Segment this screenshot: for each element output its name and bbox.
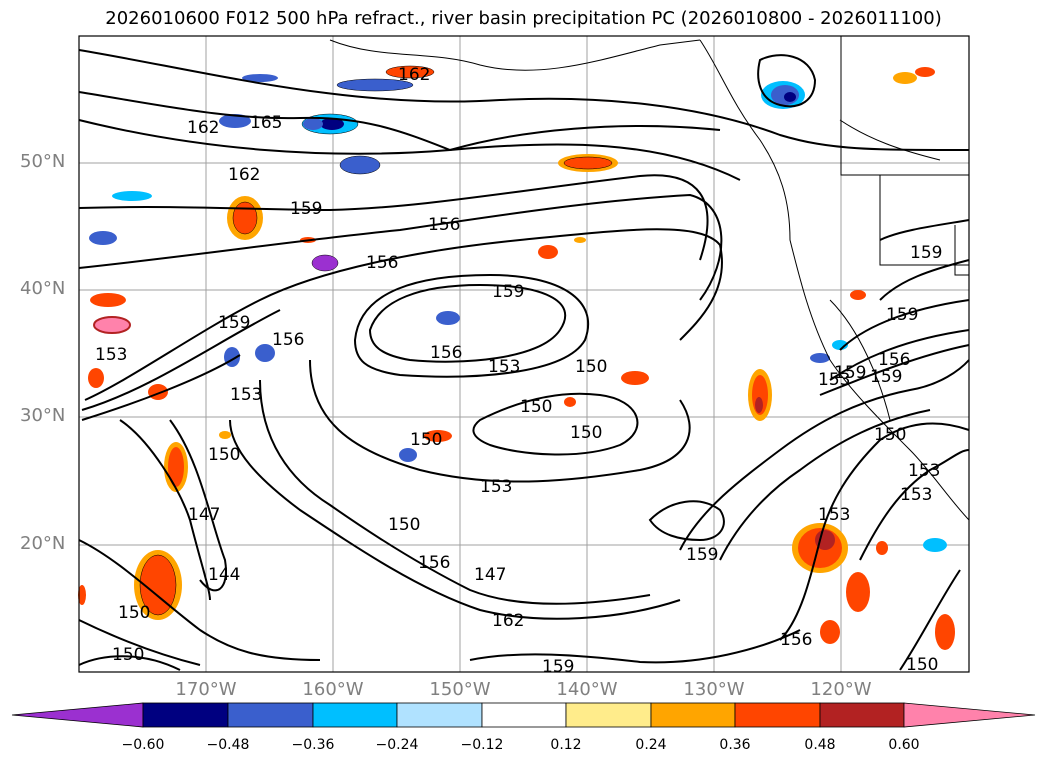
contour-label: 153: [908, 461, 940, 481]
colorbar-segment: [565, 702, 652, 728]
lon-label: 120°W: [810, 679, 872, 700]
contour-label: 156: [780, 630, 812, 650]
contour-label: 150: [874, 425, 906, 445]
contour-label: 162: [187, 118, 219, 138]
colorbar-segment: [312, 702, 398, 728]
contour-label: 153: [480, 477, 512, 497]
contour-label: 159: [870, 367, 902, 387]
chart-title: 2026010600 F012 500 hPa refract., river …: [105, 8, 942, 29]
colorbar-segment: [819, 702, 905, 728]
contour-label: 153: [230, 385, 262, 405]
contour-label: 153: [818, 370, 850, 390]
contour-label: 156: [366, 253, 398, 273]
colorbar-tick-label: 0.12: [550, 737, 582, 753]
colorbar-extend-high: [903, 702, 1036, 728]
contour-label: 144: [208, 565, 240, 585]
contour-label: 156: [272, 330, 304, 350]
contour-label: 165: [250, 113, 282, 133]
colorbar-extend-low: [11, 702, 144, 728]
colorbar-segment: [142, 702, 229, 728]
contour-label: 156: [418, 553, 450, 573]
contour-label: 150: [520, 397, 552, 417]
colorbar-tick-label: −0.60: [121, 737, 165, 753]
contour-label: 159: [542, 657, 574, 677]
contour-label: 159: [910, 243, 942, 263]
contour-label: 159: [218, 313, 250, 333]
lat-label: 20°N: [20, 533, 66, 554]
lon-label: 170°W: [175, 679, 237, 700]
contour-label: 150: [208, 445, 240, 465]
lon-label: 130°W: [683, 679, 745, 700]
contour-label: 159: [290, 199, 322, 219]
colorbar-tick-label: 0.36: [719, 737, 751, 753]
height-contours: [78, 49, 970, 671]
colorbar-tick-label: −0.12: [460, 737, 504, 753]
contour-label: 153: [95, 345, 127, 365]
colorbar: [11, 702, 1036, 728]
contour-label: 159: [886, 305, 918, 325]
contour-label: 150: [906, 655, 938, 675]
colorbar-tick-label: −0.36: [291, 737, 335, 753]
contour-label: 162: [492, 611, 524, 631]
contour-label: 159: [686, 545, 718, 565]
lat-label: 50°N: [20, 151, 66, 172]
contour-label: 153: [900, 485, 932, 505]
contour-label: 147: [188, 505, 220, 525]
contour-label: 150: [575, 357, 607, 377]
lat-label: 30°N: [20, 405, 66, 426]
colorbar-tick-label: −0.24: [375, 737, 419, 753]
colorbar-tick-label: 0.48: [804, 737, 836, 753]
lon-label: 150°W: [429, 679, 491, 700]
coastlines: [329, 36, 970, 521]
contour-label: 153: [818, 505, 850, 525]
colorbar-tick-label: −0.48: [206, 737, 250, 753]
contour-label: 150: [410, 430, 442, 450]
lat-label: 40°N: [20, 278, 66, 299]
contour-label: 150: [570, 423, 602, 443]
contour-label: 162: [228, 165, 260, 185]
lon-label: 160°W: [302, 679, 364, 700]
colorbar-segment: [650, 702, 736, 728]
contour-label: 153: [488, 357, 520, 377]
contour-label: 162: [398, 65, 430, 85]
contour-label: 150: [118, 603, 150, 623]
colorbar-segment: [734, 702, 821, 728]
contour-label: 159: [834, 363, 866, 383]
contour-label: 156: [430, 343, 462, 363]
contour-labels: 162 165 162 162 159 156 156 159 153 159 …: [95, 65, 942, 677]
contour-label: 156: [878, 350, 910, 370]
lon-label: 140°W: [556, 679, 618, 700]
contour-label: 150: [388, 515, 420, 535]
colorbar-tick-label: 0.24: [635, 737, 667, 753]
map-border: [78, 35, 970, 673]
colorbar-segment: [227, 702, 314, 728]
colorbar-segment: [396, 702, 483, 728]
precip-shading: [78, 65, 955, 650]
contour-label: 156: [428, 215, 460, 235]
contour-label: 150: [112, 645, 144, 665]
colorbar-tick-label: 0.60: [888, 737, 920, 753]
contour-label: 147: [474, 565, 506, 585]
colorbar-segment: [481, 702, 567, 728]
contour-label: 159: [492, 282, 524, 302]
